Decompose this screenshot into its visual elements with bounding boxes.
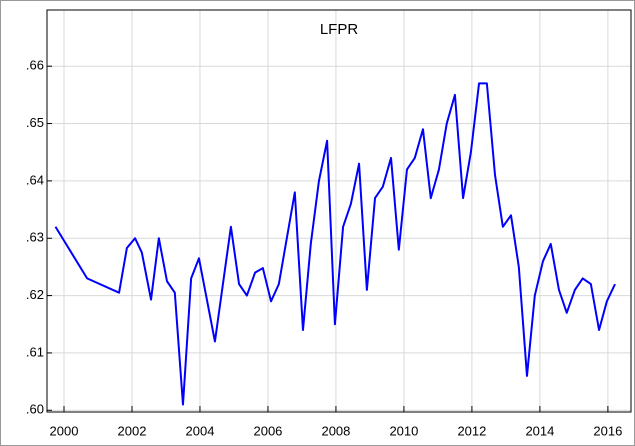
y-tick-label: .62 xyxy=(26,287,44,302)
y-tick-label: .64 xyxy=(26,172,44,187)
x-tick-label: 2002 xyxy=(118,423,147,438)
y-tick-label: .66 xyxy=(26,58,44,73)
y-tick-label: .63 xyxy=(26,230,44,245)
y-tick-label: .61 xyxy=(26,344,44,359)
x-tick-label: 2004 xyxy=(186,423,215,438)
y-tick-label: .60 xyxy=(26,402,44,417)
chart-title: LFPR xyxy=(320,21,359,38)
x-tick-label: 2008 xyxy=(321,423,350,438)
plot-area xyxy=(46,9,632,413)
x-tick-label: 2006 xyxy=(253,423,282,438)
x-tick-label: 2014 xyxy=(525,423,554,438)
y-tick-label: .65 xyxy=(26,115,44,130)
x-tick-label: 2016 xyxy=(593,423,622,438)
x-tick-label: 2012 xyxy=(457,423,486,438)
x-tick-label: 2010 xyxy=(389,423,418,438)
x-tick-label: 2000 xyxy=(50,423,79,438)
line-series xyxy=(54,82,616,406)
